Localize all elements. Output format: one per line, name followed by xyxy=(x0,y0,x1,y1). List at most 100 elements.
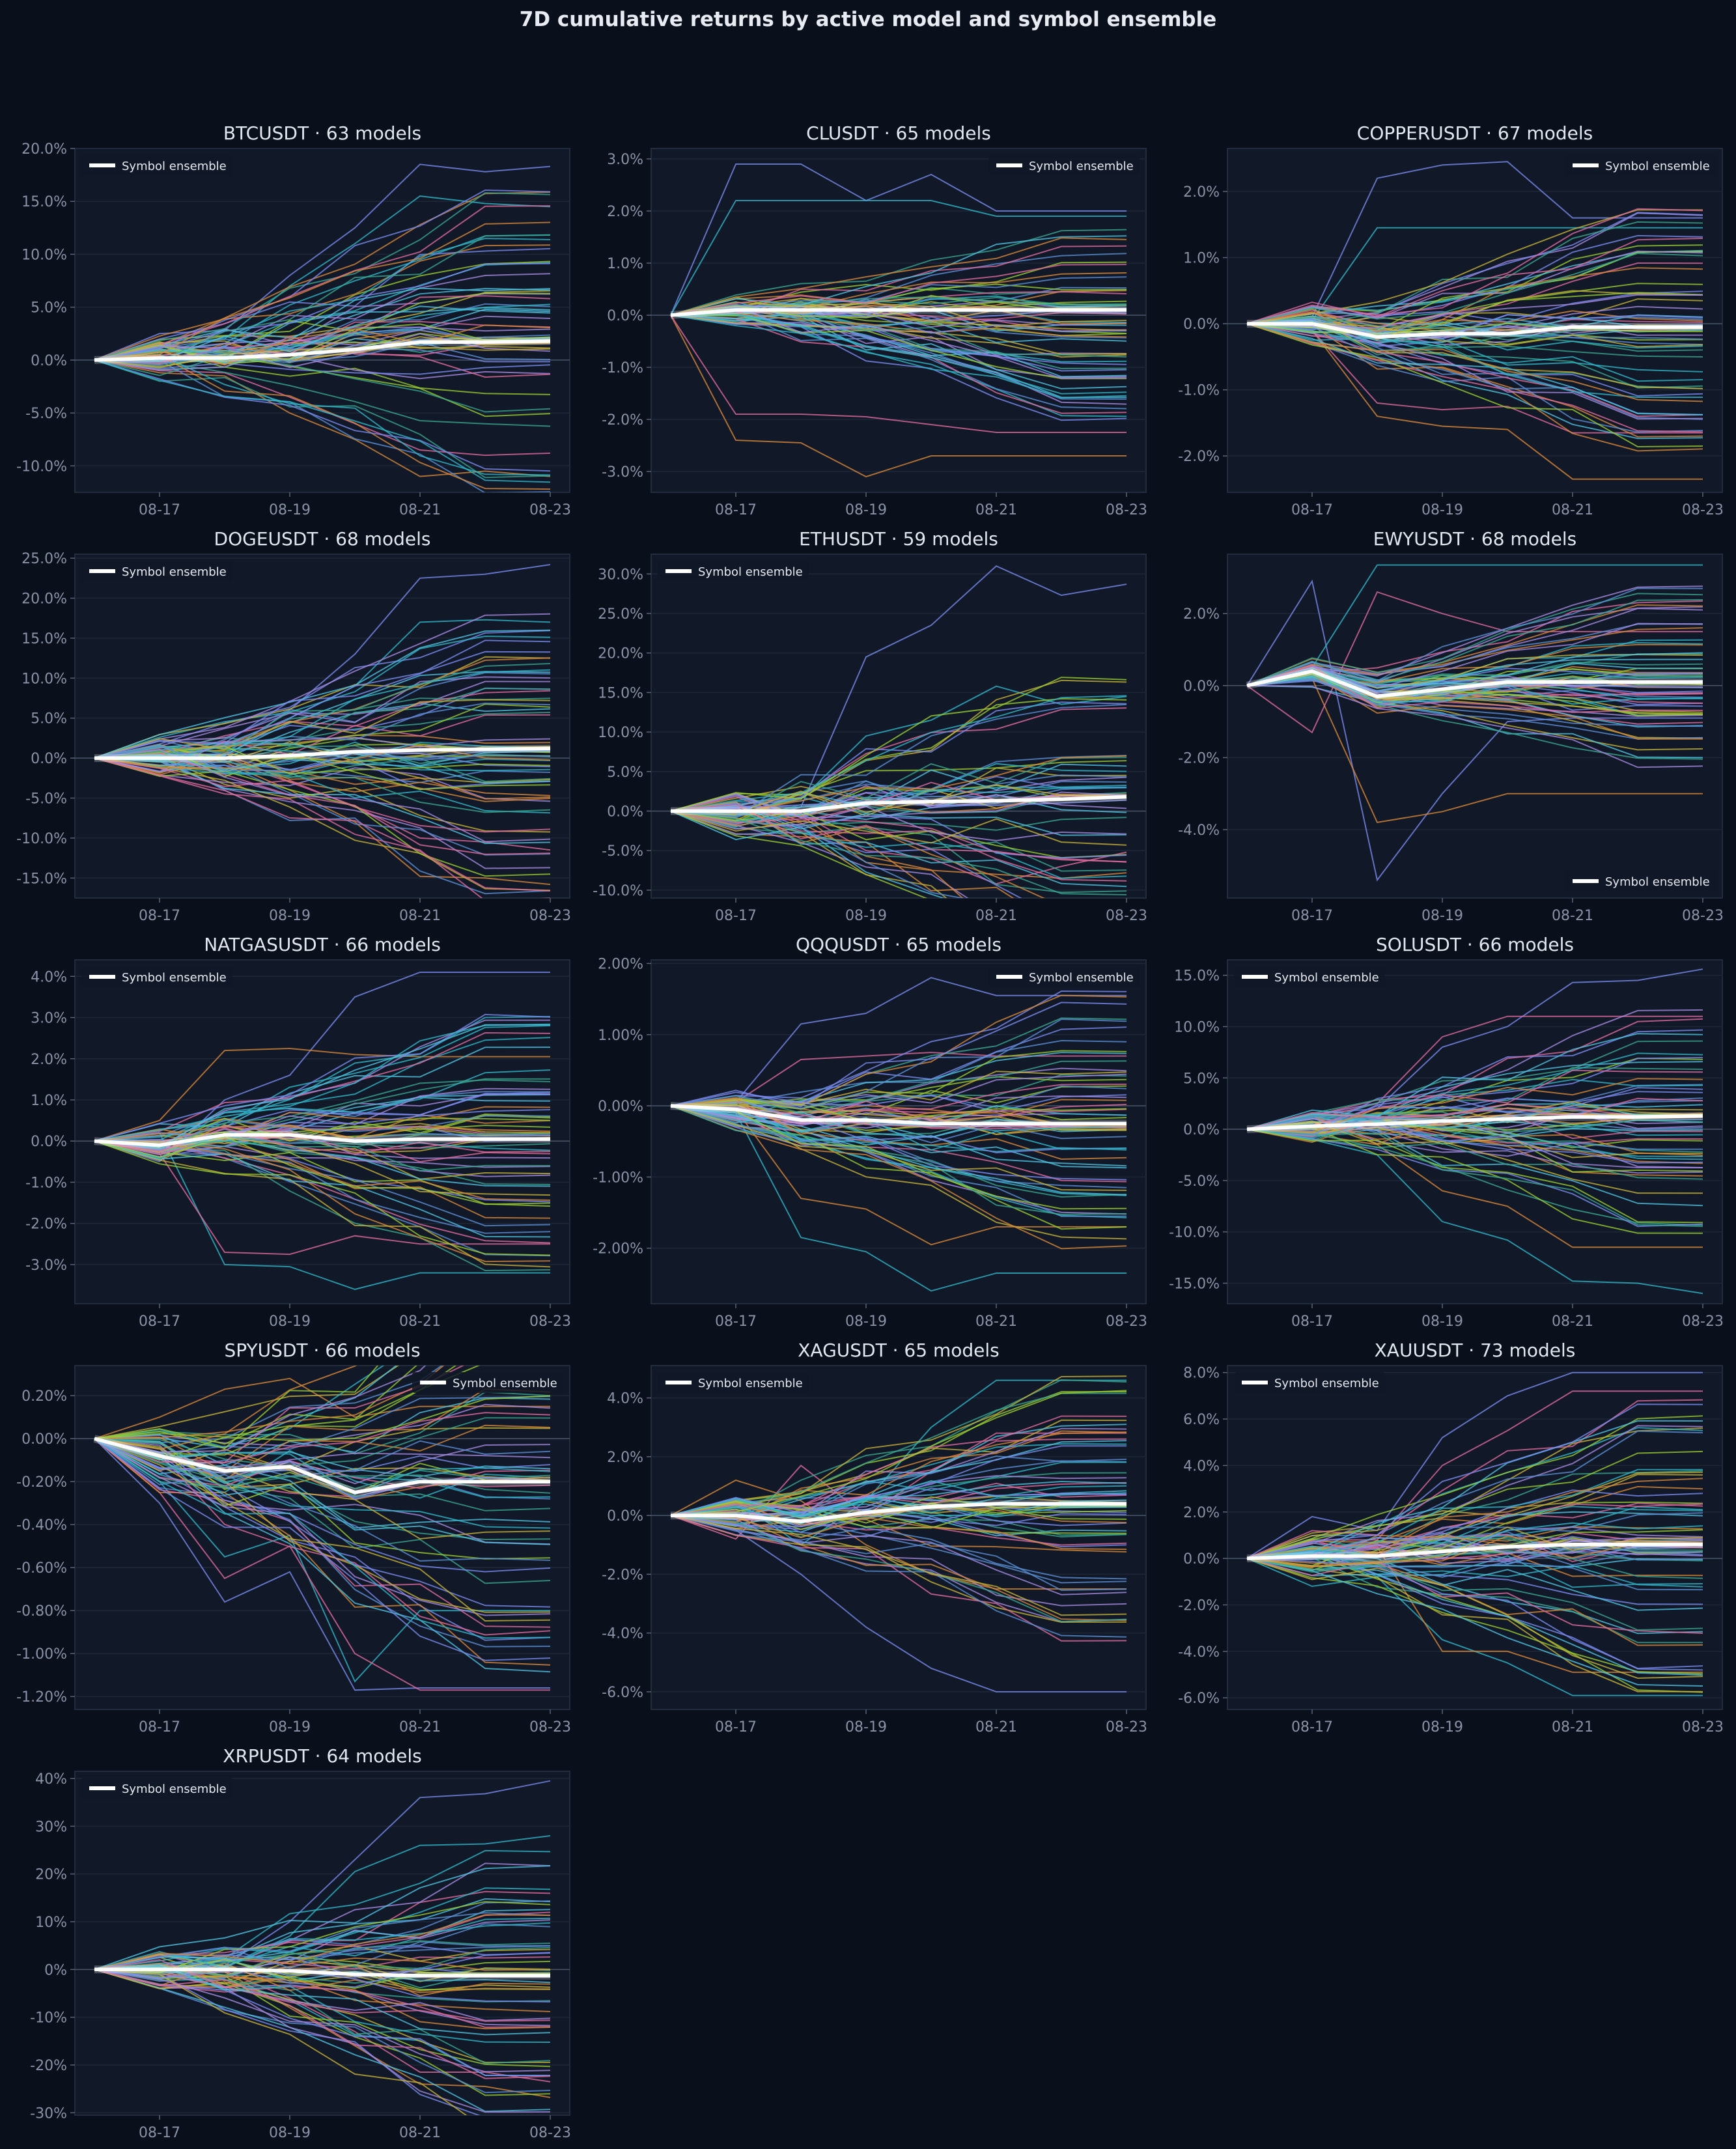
y-tick-label: -15.0% xyxy=(16,871,67,887)
model-series-line xyxy=(94,1780,551,1971)
x-tick-label: 08-17 xyxy=(139,1719,180,1735)
panel-xrpusdt: -30% -20% -10% 0% 10% 20% 30% 40% 08-17 08-19 08-2… xyxy=(30,1745,571,2141)
y-tick-label: -5.0% xyxy=(602,843,643,860)
model-series-line xyxy=(94,295,551,363)
panel-title: DOGEUSDT · 68 models xyxy=(214,528,431,550)
y-tick-label: 5.0% xyxy=(31,300,67,316)
model-series-line xyxy=(1246,564,1703,686)
ensemble-line xyxy=(1246,669,1703,699)
legend: Symbol ensemble xyxy=(1565,155,1716,176)
y-tick-label: -15.0% xyxy=(1169,1276,1220,1292)
model-series-line xyxy=(94,1366,357,1450)
y-tick-label: 0.0% xyxy=(607,308,643,324)
model-series-line xyxy=(1246,1097,1703,1131)
legend-box xyxy=(1565,871,1716,892)
y-tick-label: -2.00% xyxy=(593,1241,643,1257)
model-series-line xyxy=(1246,1512,1703,1560)
model-series-line xyxy=(1246,1113,1703,1138)
legend: Symbol ensemble xyxy=(81,966,232,987)
model-series-line xyxy=(670,803,1127,859)
model-series-line xyxy=(1246,1078,1703,1131)
panel-xagusdt: -6.0% -4.0% -2.0% 0.0% 2.0% 4.0% 08-17 08-19 08-… xyxy=(602,1340,1147,1735)
y-tick-label: 2.0% xyxy=(1183,606,1220,623)
model-series-line xyxy=(1246,1117,1703,1174)
y-tick-label: 2.00% xyxy=(598,956,643,972)
model-series-line xyxy=(670,264,1127,316)
model-series-line xyxy=(1246,250,1703,325)
model-series-line xyxy=(670,1415,1127,1517)
panel-btcusdt: -10.0% -5.0% 0.0% 5.0% 10.0% 15.0% 20.0% 08-17 0… xyxy=(16,122,571,518)
model-series-group xyxy=(94,972,551,1290)
model-series-line xyxy=(670,701,1127,812)
y-tick-label: 2.0% xyxy=(31,1052,67,1068)
model-series-line xyxy=(670,1502,1127,1526)
legend-box xyxy=(988,155,1140,176)
model-series-line xyxy=(1246,1129,1703,1224)
model-series-line xyxy=(670,235,1127,316)
model-series-line xyxy=(670,792,1127,819)
model-series-line xyxy=(94,359,551,427)
model-series-line xyxy=(1246,1129,1703,1295)
model-series-line xyxy=(1246,1371,1703,1559)
model-series-line xyxy=(1246,585,1703,686)
y-tick-label: 6.0% xyxy=(1183,1412,1220,1428)
y-tick-label: -6.0% xyxy=(1178,1691,1220,1707)
model-series-group xyxy=(670,1375,1127,1693)
x-tick-label: 08-21 xyxy=(1552,1719,1593,1735)
model-series-line xyxy=(670,1105,1127,1181)
model-series-line xyxy=(670,315,1127,378)
y-tick-label: 10.0% xyxy=(598,725,643,741)
model-series-line xyxy=(94,656,551,759)
legend-label: Symbol ensemble xyxy=(1029,160,1134,173)
model-series-line xyxy=(94,1438,551,1529)
model-series-line xyxy=(1246,1558,1703,1679)
y-tick-label: 1.0% xyxy=(607,256,643,272)
model-series-line xyxy=(94,1969,551,2113)
model-series-line xyxy=(94,1914,551,1971)
model-series-line xyxy=(1246,1474,1703,1560)
y-tick-label: -5.0% xyxy=(1178,1173,1220,1190)
model-series-line xyxy=(670,315,1127,478)
legend-box xyxy=(81,155,232,176)
y-tick-label: -1.0% xyxy=(602,360,643,376)
y-tick-label: 15.0% xyxy=(1174,968,1220,985)
y-tick-label: 1.0% xyxy=(1183,251,1220,267)
y-tick-label: 10% xyxy=(35,1915,67,1931)
model-series-line xyxy=(670,810,1127,859)
model-series-line xyxy=(670,810,1127,895)
model-series-line xyxy=(670,163,1127,316)
model-series-line xyxy=(670,313,1127,338)
legend-box xyxy=(1234,1372,1385,1393)
x-tick-label: 08-19 xyxy=(845,1313,887,1330)
model-series-line xyxy=(670,229,1127,316)
y-tick-label: -0.20% xyxy=(16,1474,67,1491)
model-series-line xyxy=(94,1366,379,1450)
x-tick-label: 08-21 xyxy=(399,1313,441,1330)
model-series-line xyxy=(94,1969,551,2029)
legend: Symbol ensemble xyxy=(81,1778,232,1799)
ensemble-line xyxy=(1246,1114,1703,1131)
model-series-line xyxy=(670,315,1127,421)
model-series-line xyxy=(670,1501,1127,1529)
model-series-line xyxy=(1246,1425,1703,1560)
y-tick-label: 20.0% xyxy=(21,141,67,158)
model-series-line xyxy=(670,1461,1127,1517)
legend: Symbol ensemble xyxy=(81,561,232,582)
y-tick-label: -10.0% xyxy=(1169,1225,1220,1241)
panel-title: XAUUSDT · 73 models xyxy=(1375,1340,1576,1361)
legend-box xyxy=(988,966,1140,987)
model-series-line xyxy=(670,1515,1127,1616)
model-series-line xyxy=(670,315,1127,356)
model-series-line xyxy=(94,1940,551,1975)
y-tick-label: -1.00% xyxy=(16,1646,67,1663)
model-series-line xyxy=(1246,1550,1703,1579)
model-series-line xyxy=(94,287,551,361)
model-series-line xyxy=(94,1969,551,2030)
model-series-line xyxy=(94,1969,551,2073)
model-series-line xyxy=(94,332,551,363)
model-series-line xyxy=(94,1438,551,1545)
y-tick-label: 10.0% xyxy=(21,247,67,263)
figure-title: 7D cumulative returns by active model an… xyxy=(520,8,1216,31)
y-tick-label: -10.0% xyxy=(16,458,67,475)
model-series-line xyxy=(1246,323,1703,448)
